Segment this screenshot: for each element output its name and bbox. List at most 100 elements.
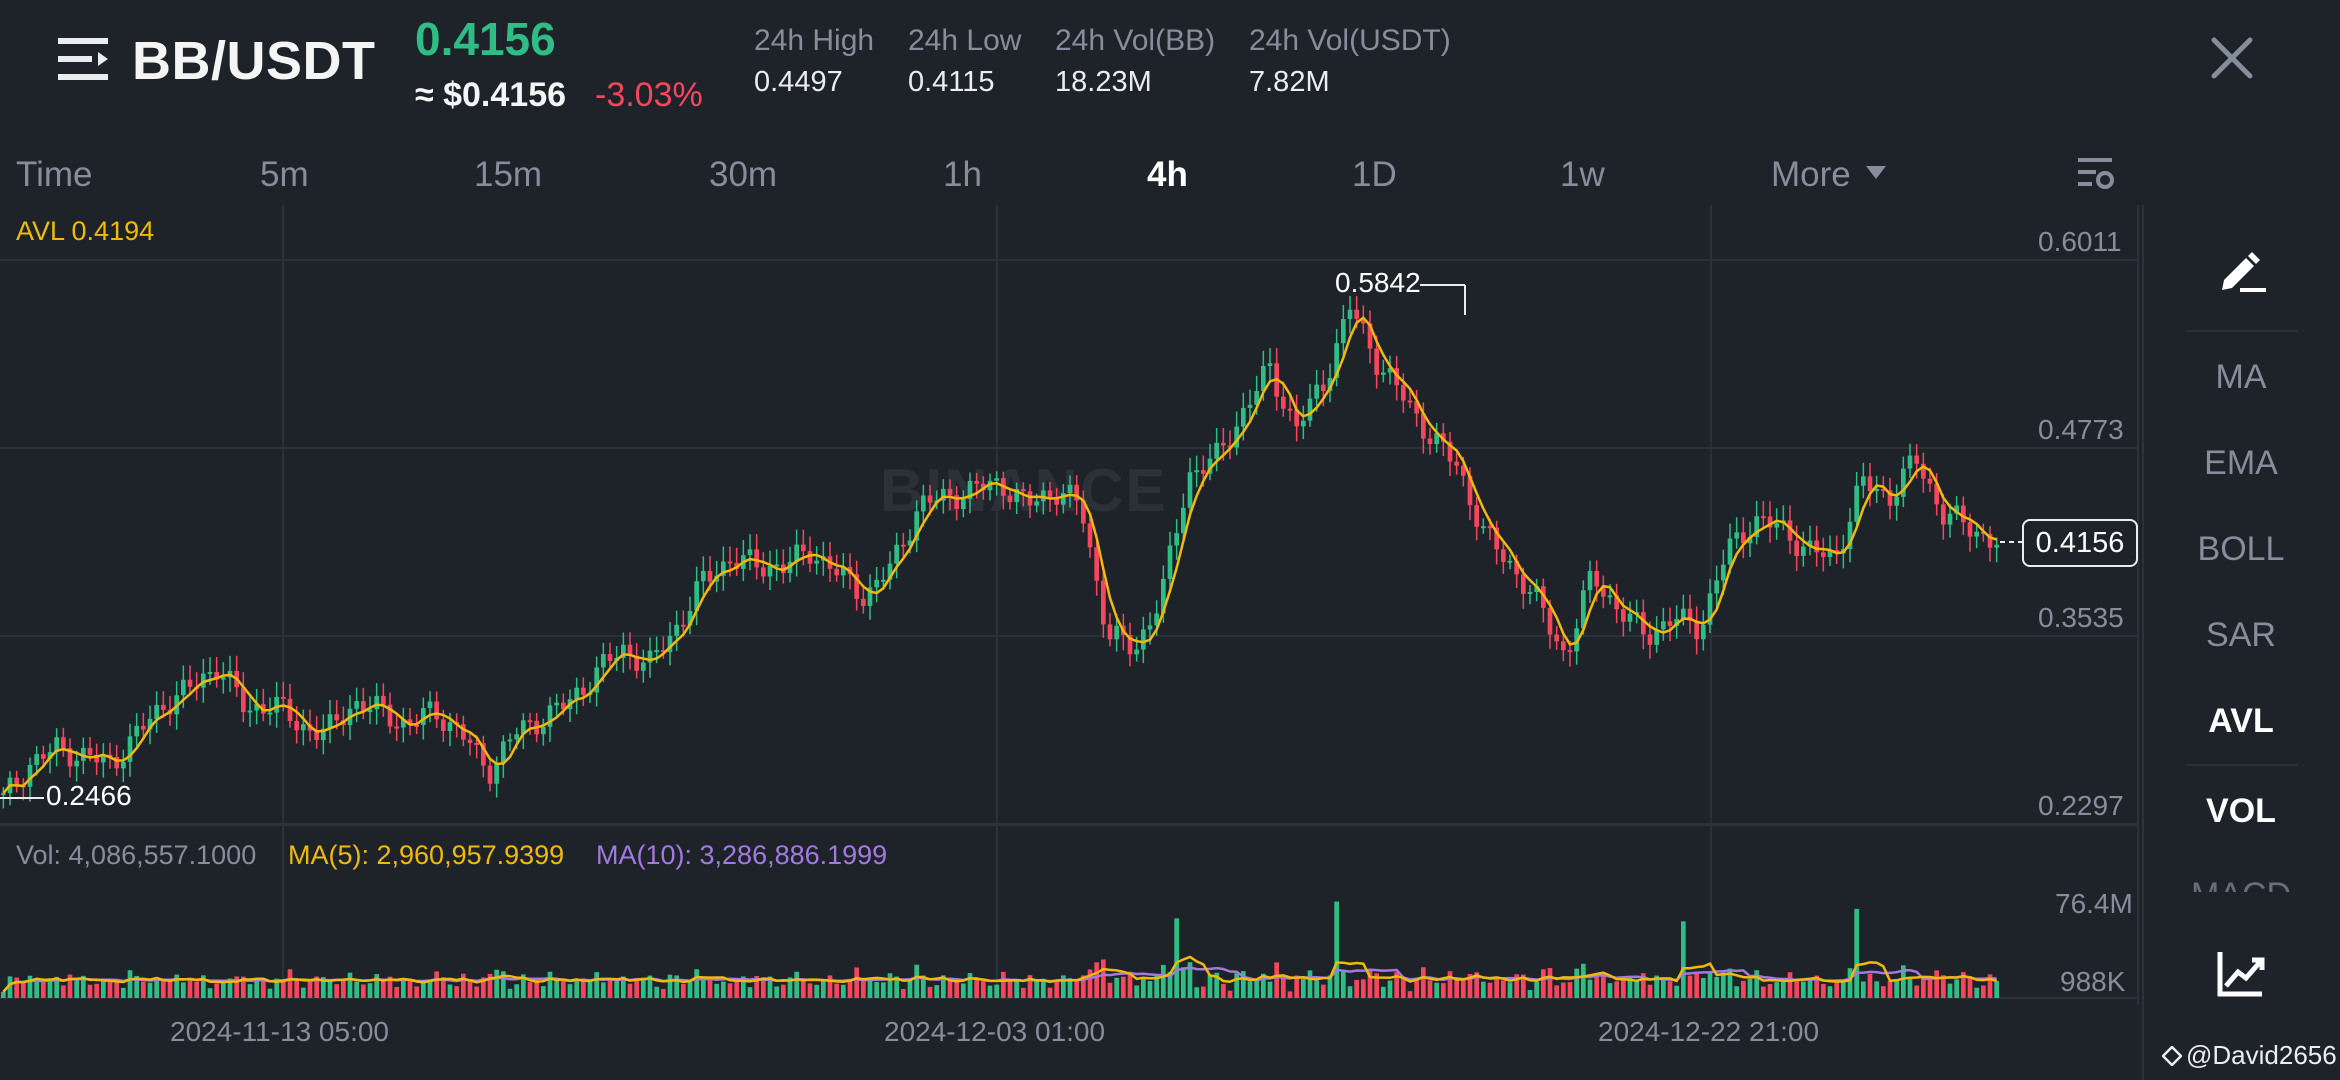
indicator-avl[interactable]: AVL bbox=[2208, 702, 2274, 740]
candle-body bbox=[1501, 549, 1506, 562]
candle-body bbox=[407, 719, 413, 725]
indicator-ema[interactable]: EMA bbox=[2204, 444, 2278, 482]
volume-bar bbox=[961, 983, 966, 998]
volume-bar bbox=[1694, 971, 1699, 998]
candle-body bbox=[927, 495, 933, 503]
candle-body bbox=[1654, 629, 1659, 645]
candle-body bbox=[507, 739, 513, 742]
candle-body bbox=[1014, 489, 1019, 503]
tab-time[interactable]: Time bbox=[16, 155, 93, 194]
volume-bar bbox=[41, 980, 46, 998]
volume-bar bbox=[1207, 974, 1213, 998]
candle-body bbox=[1347, 309, 1353, 319]
volume-bar bbox=[1067, 978, 1073, 998]
volume-bar bbox=[1247, 981, 1253, 998]
candle-body bbox=[1281, 396, 1286, 409]
tab-1h[interactable]: 1h bbox=[943, 155, 982, 194]
volume-bar bbox=[1687, 975, 1693, 998]
tab-5m[interactable]: 5m bbox=[260, 155, 309, 194]
volume-bar bbox=[1707, 972, 1713, 998]
volume-bar bbox=[454, 986, 459, 998]
volume-bar bbox=[794, 971, 799, 998]
candle-body bbox=[1894, 496, 1899, 506]
volume-bar bbox=[201, 975, 206, 998]
candle-body bbox=[327, 714, 333, 729]
volume-bar bbox=[1774, 982, 1779, 998]
candle-body bbox=[627, 644, 633, 656]
indicator-ma[interactable]: MA bbox=[2215, 358, 2267, 396]
candle-body bbox=[1607, 595, 1613, 598]
candle-body bbox=[127, 736, 133, 762]
candle-body bbox=[1067, 484, 1073, 494]
volume-bar bbox=[1881, 986, 1886, 998]
volume-bar bbox=[867, 979, 873, 998]
indicator-vol[interactable]: VOL bbox=[2206, 792, 2276, 830]
candle-body bbox=[761, 567, 766, 577]
volume-bar bbox=[1261, 973, 1266, 998]
volume-bar bbox=[1041, 978, 1046, 998]
candle-body bbox=[521, 720, 526, 735]
candle-body bbox=[1401, 385, 1406, 401]
volume-bar bbox=[461, 973, 466, 998]
candle-body bbox=[1941, 504, 1946, 525]
tab-more[interactable]: More bbox=[1771, 155, 1851, 194]
pencil-draw-icon[interactable] bbox=[2216, 246, 2268, 294]
candle-body bbox=[207, 672, 213, 675]
volume-bar bbox=[727, 983, 733, 998]
candle-body bbox=[1, 793, 6, 796]
volume-bar bbox=[1641, 973, 1646, 998]
close-icon[interactable] bbox=[2210, 36, 2254, 80]
indicator-boll[interactable]: BOLL bbox=[2197, 530, 2285, 568]
indicator-macd[interactable]: MACD bbox=[2142, 878, 2340, 892]
volume-bar bbox=[1421, 967, 1426, 998]
volume-bar bbox=[1967, 976, 1973, 998]
volume-bar bbox=[647, 975, 653, 998]
volume-bar bbox=[587, 981, 593, 998]
candlestick-chart[interactable] bbox=[0, 205, 2140, 1005]
price-axis-label: 0.3535 bbox=[2038, 602, 2124, 633]
tab-30m[interactable]: 30m bbox=[709, 155, 778, 194]
volume-bar bbox=[1814, 975, 1819, 998]
tab-15m[interactable]: 15m bbox=[474, 155, 543, 194]
chart-trend-icon[interactable] bbox=[2216, 948, 2266, 998]
volume-bar bbox=[1287, 991, 1293, 998]
volume-bar bbox=[901, 989, 906, 998]
volume-bar bbox=[1354, 979, 1359, 998]
volume-bar bbox=[1721, 972, 1726, 998]
volume-bar bbox=[61, 985, 66, 998]
candle-body bbox=[1107, 624, 1113, 640]
candle-body bbox=[1627, 613, 1633, 622]
volume-bar bbox=[1674, 985, 1679, 998]
candle-body bbox=[14, 777, 19, 786]
pair-title[interactable]: BB/USDT bbox=[132, 31, 376, 91]
volume-bar bbox=[1181, 967, 1186, 998]
volume-bar bbox=[1467, 974, 1473, 998]
menu-icon[interactable] bbox=[58, 36, 110, 84]
volume-bar bbox=[1581, 963, 1586, 998]
volume-bar bbox=[714, 983, 719, 998]
tab-4h[interactable]: 4h bbox=[1147, 155, 1188, 194]
caret-down-icon[interactable] bbox=[1866, 166, 1886, 179]
chart-settings-icon[interactable] bbox=[2076, 154, 2116, 194]
volume-bar bbox=[1201, 986, 1206, 998]
volume-ma10-readout: MA(10): 3,286,886.1999 bbox=[596, 840, 888, 870]
date-label: 2024-12-22 21:00 bbox=[1598, 1016, 1820, 1047]
volume-bar bbox=[1961, 972, 1966, 998]
volume-bar bbox=[381, 978, 386, 998]
indicator-sar[interactable]: SAR bbox=[2206, 616, 2276, 654]
candle-body bbox=[1454, 461, 1459, 466]
candle-body bbox=[1334, 343, 1339, 379]
volume-bar bbox=[314, 976, 319, 998]
candle-body bbox=[1714, 580, 1719, 594]
volume-bar bbox=[654, 986, 659, 998]
candle-body bbox=[954, 495, 959, 510]
tab-1d[interactable]: 1D bbox=[1352, 155, 1397, 194]
volume-bar bbox=[747, 987, 753, 998]
volume-bar bbox=[1987, 974, 1993, 998]
tab-1w[interactable]: 1w bbox=[1560, 155, 1605, 194]
volume-bar bbox=[621, 976, 626, 998]
candle-body bbox=[667, 635, 673, 653]
volume-bar bbox=[874, 981, 879, 998]
volume-bar bbox=[861, 980, 866, 998]
volume-bar bbox=[941, 975, 946, 998]
